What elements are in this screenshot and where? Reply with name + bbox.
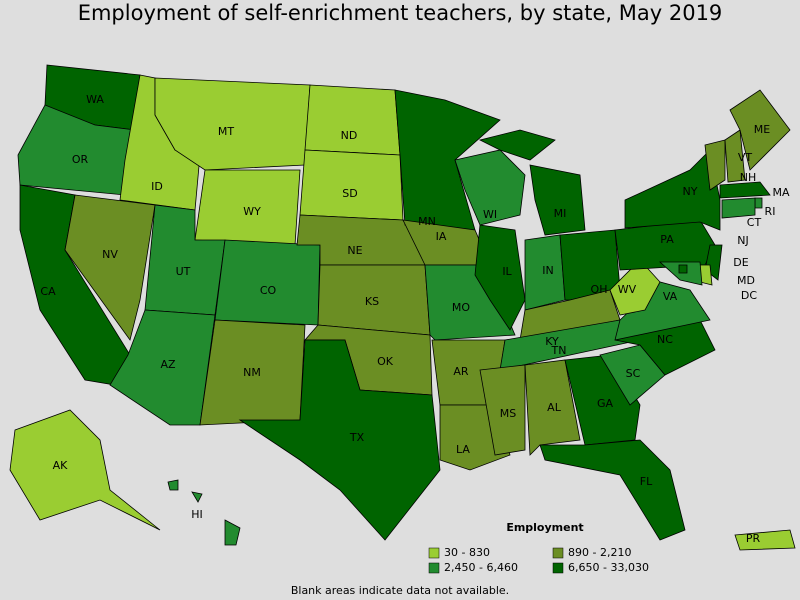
state-label: TX bbox=[349, 431, 365, 444]
state-label: LA bbox=[456, 443, 470, 456]
state-label: WV bbox=[618, 283, 637, 296]
state-label: WY bbox=[243, 205, 261, 218]
state-label: AL bbox=[547, 401, 562, 414]
state-label: AR bbox=[453, 365, 469, 378]
state-label: MS bbox=[500, 407, 516, 420]
state-label: CA bbox=[40, 285, 56, 298]
legend-label: 890 - 2,210 bbox=[568, 546, 631, 559]
legend: 30 - 830 890 - 2,210 2,450 - 6,460 6,650 - … bbox=[428, 546, 649, 574]
state-label: ID bbox=[151, 180, 163, 193]
states bbox=[9, 64, 796, 551]
state-shape bbox=[299, 149, 404, 221]
state-label: GA bbox=[597, 397, 614, 410]
state-shape bbox=[478, 129, 556, 161]
state-shape bbox=[624, 149, 721, 231]
state-shape bbox=[724, 129, 746, 183]
state-label: ME bbox=[754, 123, 770, 136]
state-label: NY bbox=[683, 185, 698, 198]
state-label: PA bbox=[660, 233, 674, 246]
state-label: NH bbox=[740, 171, 757, 184]
state-shape bbox=[529, 164, 586, 236]
state-label: SC bbox=[626, 367, 641, 380]
state-shape bbox=[519, 289, 621, 341]
state-label: MI bbox=[554, 207, 567, 220]
state-shape bbox=[719, 181, 771, 199]
state-label: SD bbox=[342, 187, 357, 200]
state-shape bbox=[704, 139, 726, 191]
legend-swatch bbox=[552, 562, 564, 574]
state-label: OR bbox=[72, 153, 89, 166]
state-label: IL bbox=[502, 265, 512, 278]
state-label: IA bbox=[436, 230, 447, 243]
state-label: IN bbox=[542, 264, 553, 277]
state-shape bbox=[214, 239, 321, 326]
state-label: MO bbox=[452, 301, 470, 314]
legend-label: 2,450 - 6,460 bbox=[444, 561, 518, 574]
state-label: AK bbox=[53, 459, 69, 472]
state-label: DE bbox=[733, 256, 748, 269]
state-label: MA bbox=[772, 186, 789, 199]
state-label: NJ bbox=[737, 234, 748, 247]
state-shape bbox=[721, 197, 756, 219]
state-label: KS bbox=[365, 295, 379, 308]
state-shape bbox=[64, 194, 156, 341]
state-label: PR bbox=[746, 532, 761, 545]
state-shape bbox=[304, 84, 401, 156]
state-label: VT bbox=[738, 151, 753, 164]
state-label: DC bbox=[741, 289, 757, 302]
state-shape bbox=[524, 359, 581, 456]
state-shape bbox=[109, 309, 216, 426]
state-label: NV bbox=[102, 248, 118, 261]
state-label: CT bbox=[747, 216, 762, 229]
state-shape bbox=[191, 491, 203, 503]
state-label: HI bbox=[191, 508, 203, 521]
state-shape bbox=[754, 197, 763, 209]
state-shape bbox=[474, 224, 526, 331]
state-shape bbox=[658, 261, 703, 286]
state-label: MT bbox=[218, 125, 234, 138]
legend-title: Employment bbox=[506, 521, 583, 534]
state-label: VA bbox=[663, 290, 678, 303]
state-label: OH bbox=[591, 283, 608, 296]
legend-label: 30 - 830 bbox=[444, 546, 490, 559]
state-shape bbox=[224, 519, 241, 546]
state-label: KY bbox=[545, 335, 559, 348]
state-label: WA bbox=[86, 93, 104, 106]
state-shape bbox=[678, 264, 688, 274]
state-label: WI bbox=[483, 208, 497, 221]
legend-label: 6,650 - 33,030 bbox=[568, 561, 649, 574]
state-label: RI bbox=[765, 205, 776, 218]
state-shape bbox=[734, 529, 796, 551]
legend-swatch bbox=[552, 547, 564, 559]
legend-swatch bbox=[428, 562, 440, 574]
state-label: UT bbox=[176, 265, 191, 278]
map-title: Employment of self-enrichment teachers, … bbox=[78, 1, 723, 25]
state-shape bbox=[238, 339, 441, 541]
state-label: NM bbox=[243, 366, 261, 379]
state-shape bbox=[729, 89, 791, 171]
state-label: TN bbox=[551, 344, 567, 357]
legend-swatch bbox=[428, 547, 440, 559]
state-label: OK bbox=[377, 355, 394, 368]
state-shape bbox=[539, 439, 686, 541]
state-label: NC bbox=[657, 333, 673, 346]
state-shape bbox=[479, 364, 526, 456]
state-shape bbox=[9, 409, 161, 531]
footnote: Blank areas indicate data not available. bbox=[291, 584, 509, 597]
state-label: AZ bbox=[160, 358, 176, 371]
state-label: NE bbox=[347, 244, 362, 257]
state-label: FL bbox=[640, 475, 653, 488]
state-label: MD bbox=[737, 274, 755, 287]
state-shape bbox=[167, 479, 179, 491]
state-label: ND bbox=[341, 129, 358, 142]
state-shape bbox=[394, 89, 501, 231]
state-label: MN bbox=[418, 215, 436, 228]
state-label: CO bbox=[260, 284, 277, 297]
